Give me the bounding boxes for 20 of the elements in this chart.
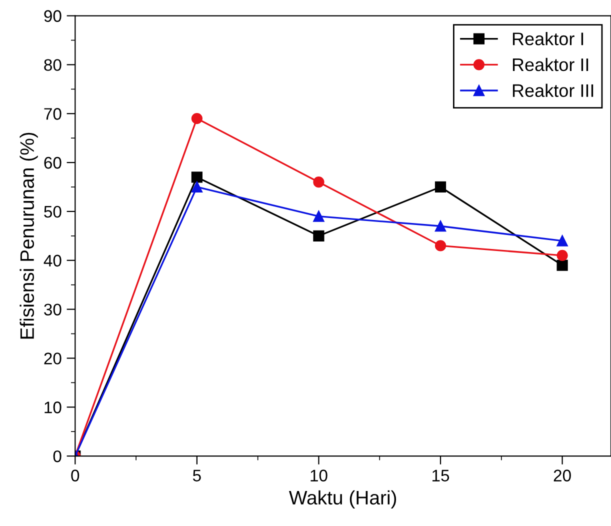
y-tick-label: 50: [44, 206, 62, 218]
y-axis-title: Efisiensi Penurunan (%): [20, 132, 38, 339]
legend-label: Reaktor III: [512, 84, 594, 98]
y-tick-label: 70: [44, 108, 62, 120]
x-tick-label: 20: [554, 470, 571, 482]
y-tick-label: 0: [53, 450, 62, 462]
y-tick-label: 80: [44, 59, 62, 71]
y-tick-label: 10: [44, 402, 62, 414]
y-tick-label: 30: [44, 304, 62, 316]
y-tick-label: 40: [44, 254, 62, 267]
y-tick-label: 90: [44, 10, 62, 22]
legend-label: Reaktor II: [512, 58, 588, 72]
y-tick-label: 60: [44, 156, 62, 169]
x-tick-label: 10: [310, 470, 328, 482]
legend-label: Reaktor I: [512, 32, 584, 46]
y-tick-label: 20: [44, 352, 62, 364]
x-tick-label: 0: [71, 470, 80, 482]
x-axis-title: Waktu (Hari): [288, 490, 396, 508]
x-tick-label: 5: [192, 470, 201, 482]
x-tick-label: 15: [432, 470, 450, 482]
